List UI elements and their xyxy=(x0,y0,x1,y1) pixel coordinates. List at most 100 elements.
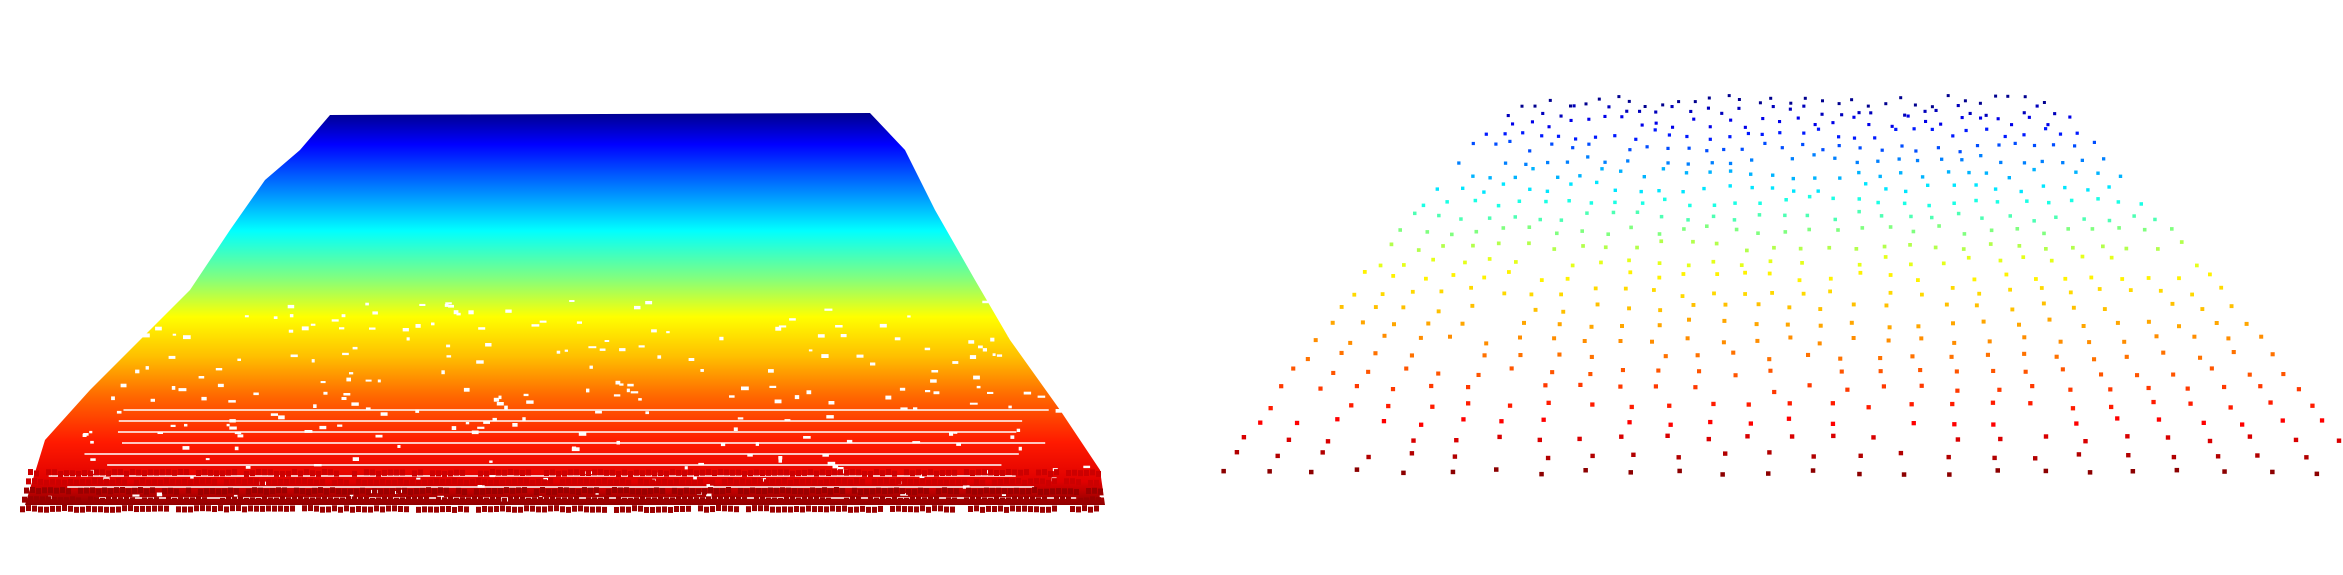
cloud-point xyxy=(1391,274,1396,278)
bottom-block xyxy=(158,479,163,486)
bottom-block xyxy=(638,478,643,485)
bottom-block xyxy=(352,496,357,503)
bottom-block xyxy=(644,506,649,513)
surface-gap xyxy=(215,368,223,371)
bottom-block xyxy=(576,488,581,495)
bottom-block xyxy=(218,505,223,512)
cloud-point xyxy=(1411,438,1416,443)
cloud-point xyxy=(1743,292,1747,296)
cloud-point xyxy=(2089,275,2094,280)
cloud-point xyxy=(1682,227,1686,231)
cloud-point xyxy=(2170,301,2175,306)
cloud-point xyxy=(1828,289,1832,294)
surface-gap xyxy=(349,372,354,375)
bottom-block xyxy=(98,478,103,485)
bottom-block xyxy=(932,505,937,512)
bottom-block xyxy=(1066,496,1071,503)
surface-gap xyxy=(822,454,829,457)
cloud-point xyxy=(1894,127,1898,131)
bottom-block xyxy=(678,488,683,495)
surface-gap xyxy=(352,457,359,461)
cloud-point xyxy=(1816,189,1820,193)
cloud-point xyxy=(1910,354,1915,359)
surface-gap xyxy=(774,399,782,404)
bottom-block xyxy=(830,478,835,485)
bottom-block xyxy=(500,479,505,486)
surface-gap xyxy=(289,314,294,318)
bottom-block xyxy=(868,470,873,477)
cloud-point xyxy=(1755,338,1760,343)
cloud-point xyxy=(1708,125,1712,129)
cloud-point xyxy=(1603,114,1607,118)
bottom-block xyxy=(940,469,945,476)
surface-gap xyxy=(287,304,295,309)
bottom-block xyxy=(188,506,193,513)
cloud-point xyxy=(1802,104,1806,108)
bottom-block xyxy=(1094,505,1099,512)
surface-gap xyxy=(806,390,812,395)
bottom-block xyxy=(1044,488,1049,495)
cloud-point xyxy=(1956,211,1961,216)
bottom-block xyxy=(1024,496,1029,503)
bottom-block xyxy=(956,479,961,486)
cloud-point xyxy=(1732,218,1737,222)
cloud-point xyxy=(2043,434,2049,439)
cloud-point xyxy=(1866,104,1870,108)
surface-gap xyxy=(1023,391,1032,395)
bottom-block xyxy=(658,496,663,503)
cloud-point xyxy=(2063,185,2067,190)
bottom-block xyxy=(34,496,39,503)
cloud-point xyxy=(1934,108,1938,112)
bottom-block xyxy=(414,488,419,495)
bottom-block xyxy=(370,469,375,476)
bottom-block xyxy=(52,469,57,476)
bottom-block xyxy=(908,506,913,513)
bottom-block xyxy=(742,470,747,477)
bottom-block xyxy=(76,470,81,477)
bottom-block xyxy=(952,497,957,504)
bottom-block xyxy=(708,487,713,494)
cloud-point xyxy=(1556,134,1561,138)
surface-gap xyxy=(343,393,351,396)
bottom-block xyxy=(1038,488,1043,495)
sparse-point-cloud-panel xyxy=(1160,0,2343,575)
cloud-point xyxy=(1450,469,1456,475)
bottom-block xyxy=(1030,496,1035,503)
bottom-block xyxy=(842,478,847,485)
surface-gap xyxy=(229,426,237,430)
surface-gap xyxy=(1055,409,1062,413)
cloud-point xyxy=(1389,242,1394,247)
bottom-block xyxy=(458,505,463,512)
bottom-block xyxy=(788,479,793,486)
cloud-point xyxy=(1994,94,1998,98)
surface-gap xyxy=(925,390,931,393)
cloud-point xyxy=(1590,402,1595,407)
cloud-point xyxy=(1617,95,1621,99)
bottom-block xyxy=(440,506,445,513)
cloud-point xyxy=(1643,105,1647,108)
bottom-block xyxy=(766,497,771,504)
bottom-block xyxy=(134,479,139,486)
cloud-point xyxy=(1419,422,1424,427)
cloud-point xyxy=(2102,307,2107,311)
bottom-block xyxy=(712,496,717,503)
bottom-block xyxy=(1028,506,1033,513)
bottom-block xyxy=(508,469,513,476)
surface-gap xyxy=(747,453,753,457)
bottom-block xyxy=(924,488,929,495)
surface-gap xyxy=(595,491,599,495)
bottom-block xyxy=(478,470,483,477)
cloud-point xyxy=(1933,245,1938,250)
cloud-point xyxy=(1640,201,1645,205)
bottom-block xyxy=(140,505,145,512)
surface-gap xyxy=(982,348,987,352)
bottom-block xyxy=(318,487,323,494)
surface-gap xyxy=(626,388,630,393)
surface-gap xyxy=(775,326,782,331)
cloud-point xyxy=(1550,142,1554,146)
bottom-block xyxy=(104,506,109,513)
cloud-point xyxy=(1684,171,1689,175)
bottom-block xyxy=(1052,505,1057,512)
bottom-block xyxy=(338,478,343,485)
cloud-point xyxy=(1952,340,1957,345)
